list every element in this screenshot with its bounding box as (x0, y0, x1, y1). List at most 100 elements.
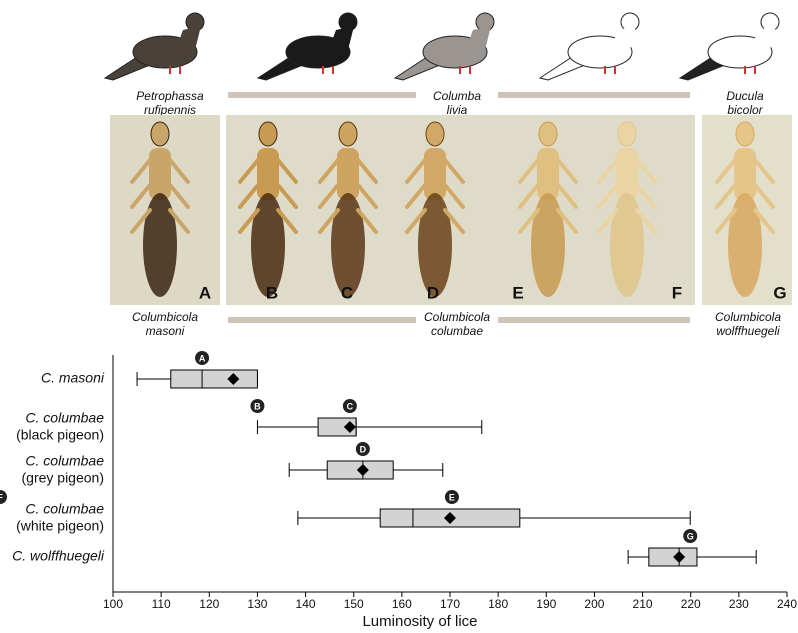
louse-leg (238, 158, 260, 184)
louse-name: Columbicola (715, 310, 781, 324)
louse-thorax (149, 148, 171, 200)
x-tick-label: 130 (247, 597, 267, 611)
bird-neck (612, 26, 636, 50)
louse-name: Columbicola (132, 310, 198, 324)
bird-name: Ducula (726, 89, 764, 103)
panel-letter: B (266, 283, 278, 302)
louse-leg (443, 208, 465, 234)
category-note: (black pigeon) (16, 427, 104, 443)
category-note: (grey pigeon) (22, 470, 105, 486)
louse-abdomen (143, 193, 177, 297)
category-label: C. masoni (41, 370, 105, 386)
louse-head (258, 121, 278, 147)
louse-leg (356, 158, 378, 184)
bird-name: Petrophassa (136, 89, 204, 103)
panel-letter: F (672, 283, 682, 302)
mean-marker (673, 551, 686, 563)
bird-neck (177, 26, 201, 50)
louse-thorax (537, 148, 559, 200)
louse-leg (356, 208, 378, 234)
louse-leg (556, 183, 578, 209)
letter-label: F (0, 492, 3, 502)
x-tick-label: 100 (103, 597, 123, 611)
louse-leg (443, 158, 465, 184)
panel-letter: G (773, 283, 786, 302)
category-note: (white pigeon) (16, 518, 104, 534)
louse-head (617, 121, 637, 147)
louse-head (338, 121, 358, 147)
letter-label: E (449, 492, 455, 502)
x-tick-label: 110 (152, 597, 171, 611)
bird-name: Columba (433, 89, 481, 103)
louse-leg (405, 208, 427, 234)
louse-leg (715, 208, 737, 234)
mean-marker (444, 512, 456, 524)
louse-leg (130, 208, 152, 234)
louse-leg (130, 158, 152, 184)
louse-thorax (734, 148, 756, 200)
bird-name: rufipennis (144, 103, 196, 117)
louse-thorax (424, 148, 446, 200)
louse-leg (318, 183, 340, 209)
letter-label: B (254, 401, 261, 411)
louse-leg (168, 183, 190, 209)
louse-leg (443, 183, 465, 209)
bird-neck (330, 26, 354, 50)
louse-head (150, 121, 170, 147)
louse-leg (597, 183, 619, 209)
x-tick-label: 120 (199, 597, 219, 611)
letter-label: A (199, 353, 206, 363)
louse-thorax (616, 148, 638, 200)
x-tick-label: 240 (777, 597, 797, 611)
mean-marker (343, 421, 356, 433)
louse-leg (597, 208, 619, 234)
louse-leg (168, 208, 190, 234)
louse-leg (753, 183, 775, 209)
louse-leg (238, 208, 260, 234)
letter-marker (342, 399, 357, 413)
category-label: C. columbae (25, 501, 104, 517)
panel-letter: C (341, 283, 353, 302)
louse-head (538, 121, 558, 147)
louse-leg (168, 158, 190, 184)
x-tick-label: 170 (440, 597, 460, 611)
mean-marker (356, 464, 369, 476)
x-tick-label: 190 (536, 597, 556, 611)
x-tick-label: 150 (344, 597, 364, 611)
louse-leg (238, 183, 260, 209)
louse-abdomen (418, 193, 452, 297)
louse-thorax (257, 148, 279, 200)
bird-neck (467, 26, 491, 50)
louse-head (425, 121, 445, 147)
louse-abdomen (331, 193, 365, 297)
x-tick-label: 180 (488, 597, 508, 611)
louse-leg (715, 183, 737, 209)
louse-name: columbae (431, 324, 483, 338)
box (648, 547, 698, 567)
louse-abdomen (531, 193, 565, 297)
louse-leg (518, 183, 540, 209)
box (170, 369, 258, 389)
bracket (228, 92, 416, 98)
category-label: C. wolffhuegeli (12, 548, 105, 564)
letter-label: G (687, 531, 694, 541)
mean-marker (227, 373, 240, 385)
letter-marker (683, 529, 698, 543)
x-tick-label: 140 (296, 597, 316, 611)
louse-leg (753, 158, 775, 184)
louse-abdomen (610, 193, 644, 297)
louse-name: masoni (146, 324, 185, 338)
louse-name: Columbicola (424, 310, 490, 324)
bird-neck (752, 26, 776, 50)
letter-marker (355, 442, 370, 456)
louse-leg (556, 158, 578, 184)
louse-leg (276, 183, 298, 209)
louse-head (735, 121, 755, 147)
louse-leg (276, 158, 298, 184)
louse-leg (597, 158, 619, 184)
bird-name: bicolor (727, 103, 763, 117)
louse-leg (318, 158, 340, 184)
louse-abdomen (728, 193, 762, 297)
bird-name: livia (447, 103, 468, 117)
letter-label: D (360, 444, 367, 454)
